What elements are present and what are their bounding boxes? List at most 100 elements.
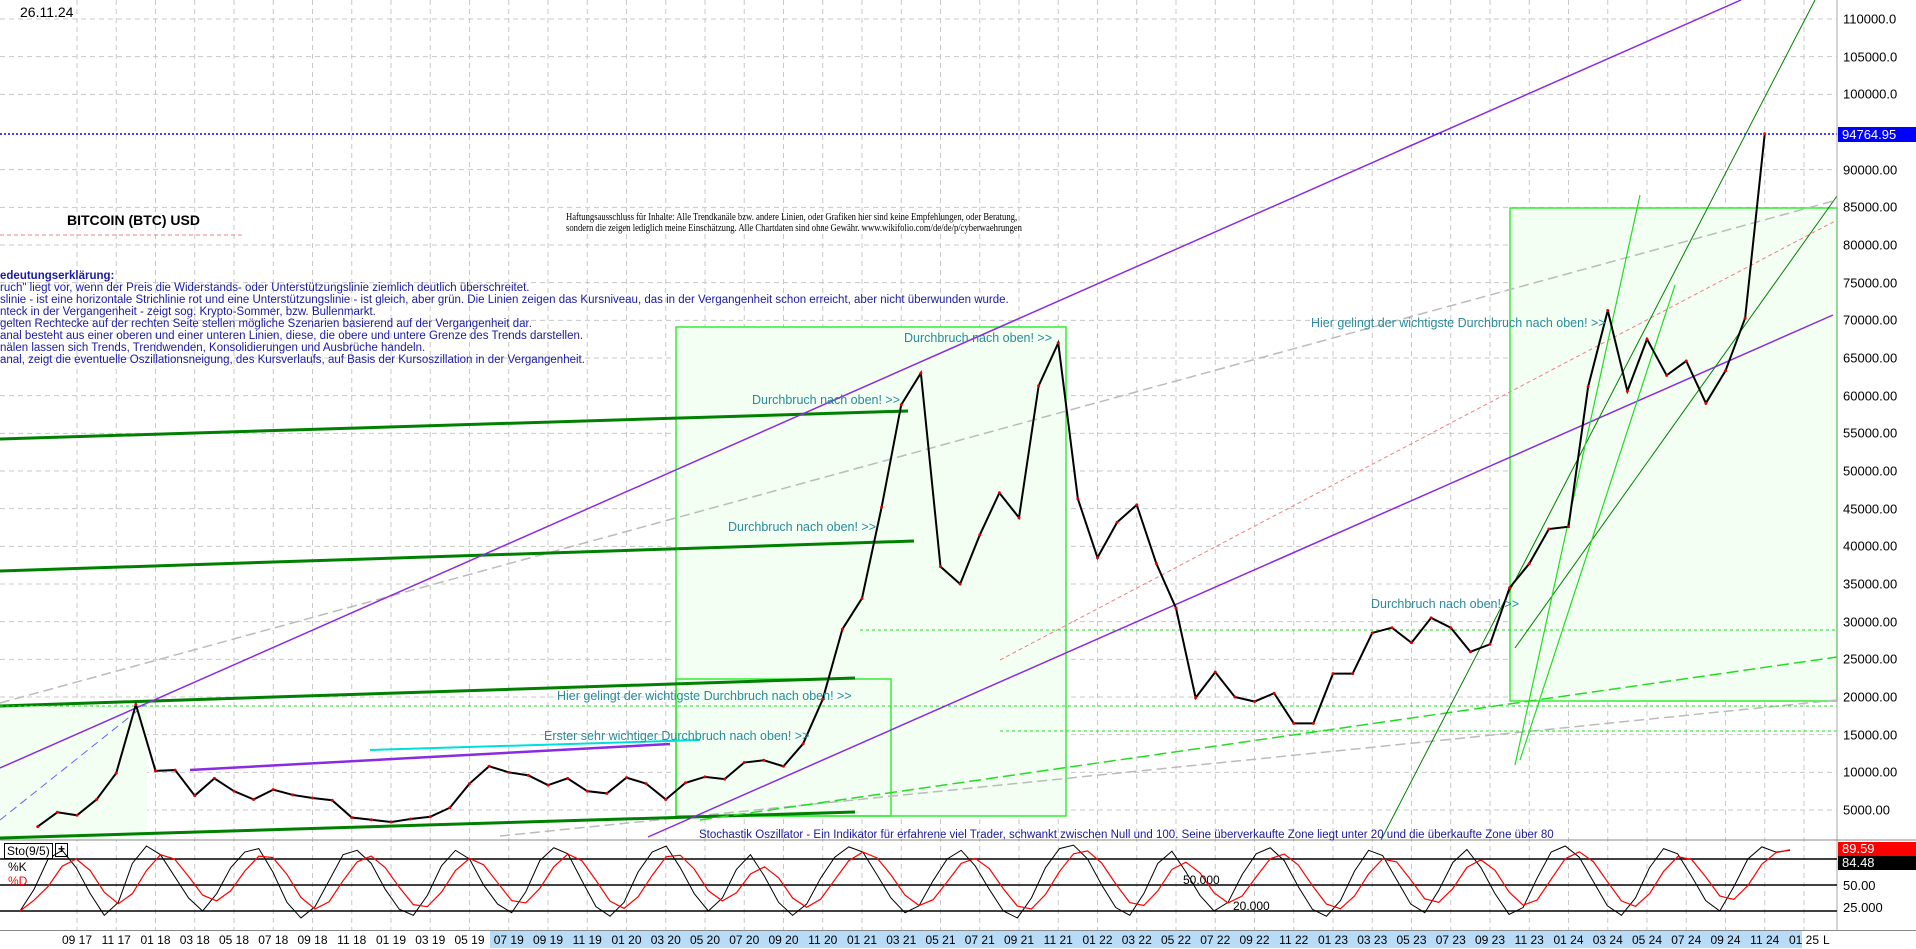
- price-point: [1410, 641, 1413, 645]
- x-tick-label: 11 22: [1279, 933, 1309, 947]
- price-point: [526, 773, 530, 777]
- x-tick-label: 03 20: [650, 933, 681, 947]
- price-point: [1194, 696, 1198, 700]
- indicator-title[interactable]: Sto(9/5): [4, 843, 53, 859]
- annotation-breakout: Durchbruch nach oben! >>: [752, 393, 901, 407]
- y-tick-label: 110000.0: [1843, 11, 1897, 27]
- price-point: [1704, 401, 1708, 405]
- price-point: [1037, 384, 1041, 388]
- annotation-breakout: Durchbruch nach oben! >>: [1371, 597, 1520, 611]
- y-tick-label: 25000.00: [1843, 651, 1898, 667]
- x-axis[interactable]: [0, 930, 1916, 949]
- y-tick-label: 100000.0: [1843, 86, 1898, 102]
- price-point: [1390, 626, 1394, 630]
- x-tick-label: 07 18: [258, 933, 289, 947]
- price-point: [1547, 527, 1551, 531]
- x-tick-label: 11 20: [808, 933, 838, 947]
- y-tick-label: 105000.0: [1843, 49, 1898, 65]
- x-tick-label: 01 23: [1317, 933, 1349, 947]
- legend-line: nteck in der Vergangenheit - zeigt sog. …: [0, 306, 376, 318]
- price-point: [507, 770, 511, 774]
- purple-trend-line: [647, 314, 1834, 838]
- price-point: [1645, 337, 1649, 341]
- x-tick-label: 11 18: [337, 933, 367, 947]
- price-point: [75, 813, 79, 817]
- x-tick-label: 09 23: [1474, 933, 1506, 947]
- x-tick-label: 07 20: [729, 933, 760, 947]
- x-tick-label: 05 20: [689, 933, 721, 947]
- disclaimer-line: Haftungsausschluss für Inhalte: Alle Tre…: [566, 212, 1018, 223]
- y-tick-label: 90000.00: [1843, 162, 1898, 178]
- price-point: [36, 825, 40, 829]
- price-point: [1684, 359, 1688, 363]
- annotation-key-breakout: Hier gelingt der wichtigste Durchbruch n…: [1311, 316, 1606, 330]
- disclaimer: Haftungsausschluss für Inhalte: Alle Tre…: [566, 212, 1022, 234]
- x-tick-label: 07 19: [493, 933, 524, 947]
- support-line-thick: [0, 539, 915, 573]
- y-tick-label: 55000.00: [1843, 425, 1898, 441]
- price-point: [566, 776, 570, 780]
- price-point: [271, 788, 275, 792]
- price-point: [1311, 721, 1315, 725]
- price-point: [212, 776, 216, 780]
- annotation-breakout: Durchbruch nach oben! >>: [728, 520, 877, 534]
- stoch-k-label: %K: [8, 860, 27, 874]
- x-tick-label: 09 17: [61, 933, 93, 947]
- x-tick-label: 05 18: [218, 933, 250, 947]
- x-tick-label: 07 23: [1435, 933, 1466, 947]
- x-tick-label: 01 18: [140, 933, 171, 947]
- x-tick-label: 11 21: [1043, 933, 1073, 947]
- y-tick-label: 20000.00: [1843, 689, 1898, 705]
- price-point: [1567, 525, 1570, 529]
- stoch-k-line: [19, 844, 1791, 919]
- price-point: [1096, 556, 1099, 560]
- x-tick-label: 11 24: [1750, 933, 1780, 947]
- price-point: [1508, 586, 1512, 590]
- x-tick-label: 05 21: [925, 933, 956, 947]
- price-point: [683, 781, 687, 785]
- green-channel-line: [1519, 284, 1676, 761]
- price-point: [1154, 562, 1158, 566]
- price-point: [1233, 695, 1237, 699]
- price-point: [1253, 700, 1256, 704]
- support-line-thick: [0, 810, 856, 840]
- cyan-resistance: [369, 739, 701, 751]
- x-tick-label: 01 21: [846, 933, 878, 947]
- expand-indicator-button[interactable]: +: [55, 843, 68, 857]
- price-point: [1468, 650, 1472, 654]
- support-line-thick: [0, 676, 856, 708]
- y-tick-label: 35000.00: [1843, 576, 1898, 592]
- scenario-zone-2024: [1509, 207, 1838, 702]
- chart-date: 26.11.24: [20, 4, 74, 20]
- y-tick-label: 85000.00: [1843, 199, 1898, 215]
- price-point: [880, 505, 884, 509]
- x-tick-label: 11 23: [1514, 933, 1544, 947]
- green-dashed-trend: [699, 656, 1838, 821]
- price-point: [428, 815, 432, 819]
- price-point: [546, 783, 550, 787]
- price-point: [782, 764, 785, 768]
- price-point: [154, 769, 157, 773]
- x-tick-label: 09 18: [297, 933, 328, 947]
- price-point: [1665, 373, 1669, 377]
- price-point: [997, 491, 1001, 495]
- price-point: [232, 789, 236, 793]
- y-tick-label: 65000.00: [1843, 350, 1898, 366]
- price-point: [1174, 606, 1178, 610]
- price-point: [840, 627, 844, 631]
- price-point: [448, 806, 452, 810]
- price-point: [350, 816, 354, 820]
- price-point: [389, 820, 393, 824]
- x-tick-label: 07 21: [964, 933, 995, 947]
- y-tick-label: 75000.00: [1843, 275, 1898, 291]
- price-point: [801, 742, 805, 746]
- price-point: [173, 768, 177, 772]
- x-tick-label: 01 22: [1082, 933, 1113, 947]
- x-tick-label: 07 24: [1671, 933, 1702, 947]
- price-point: [193, 794, 197, 798]
- purple-trend-line: [189, 742, 671, 772]
- x-axis-highlight: [490, 931, 1802, 948]
- x-tick-label: 05 19: [454, 933, 485, 947]
- legend-line: slinie - ist eine horizontale Strichlini…: [0, 294, 1009, 306]
- price-point: [919, 371, 923, 375]
